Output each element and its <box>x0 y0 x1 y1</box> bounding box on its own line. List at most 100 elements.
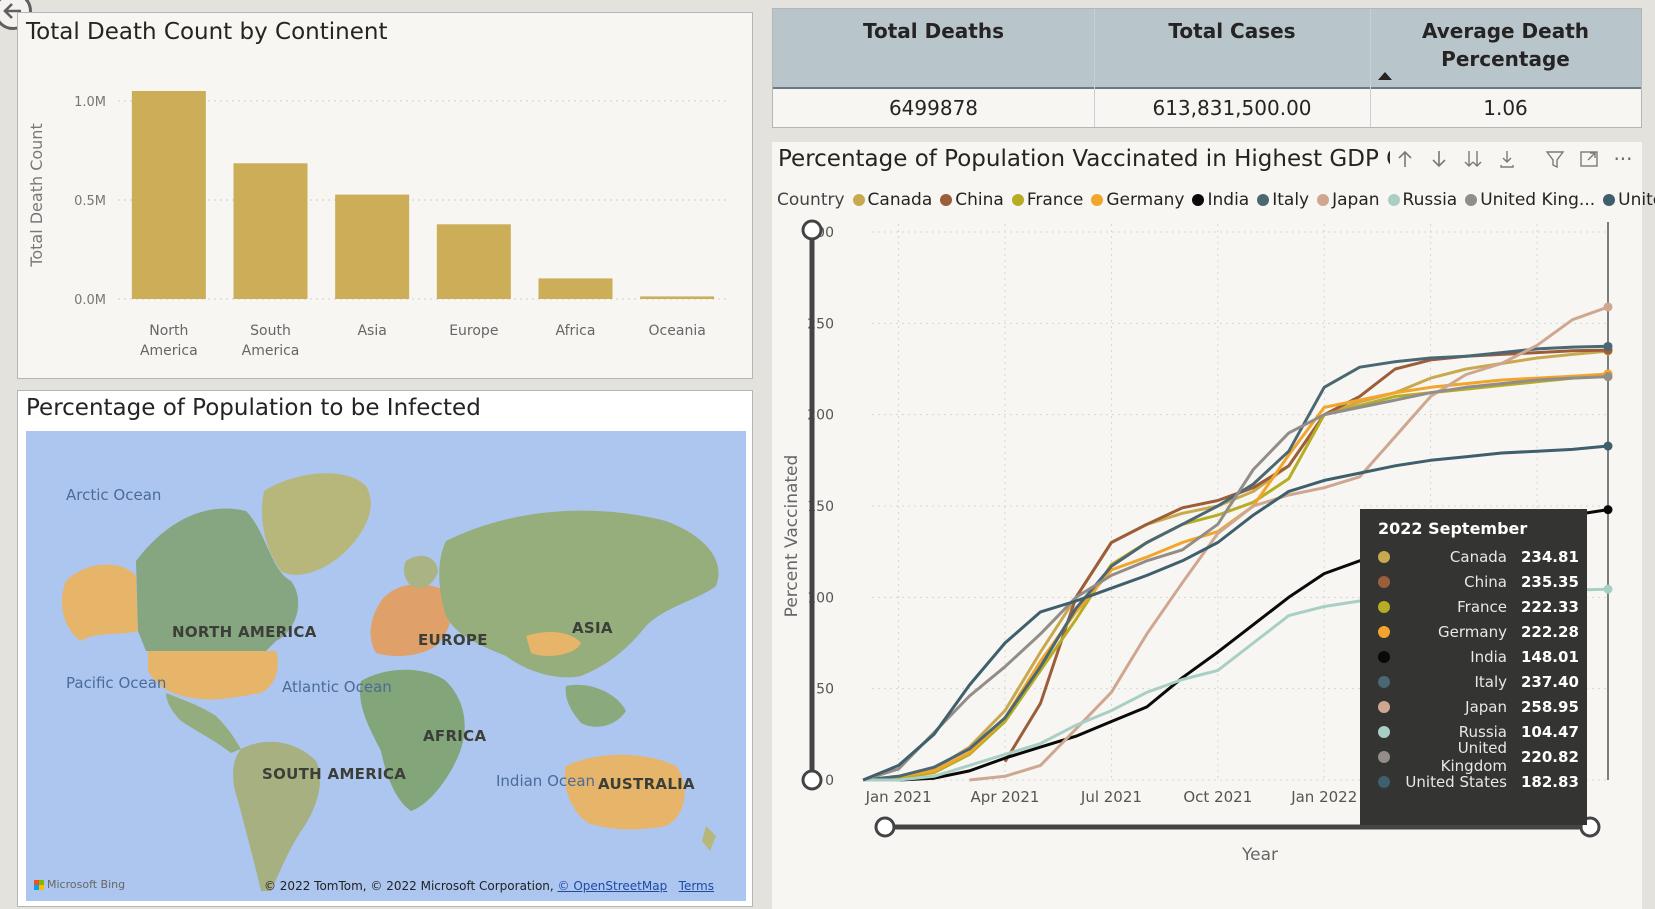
legend-item-russia[interactable]: Russia <box>1387 190 1457 210</box>
legend-item-japan[interactable]: Japan <box>1317 190 1380 210</box>
legend-dot-icon <box>1465 194 1478 206</box>
line-y-tick-label: 0 <box>825 773 834 789</box>
tooltip-series-value: 234.81 <box>1521 547 1579 566</box>
africa-label: AFRICA <box>423 727 487 745</box>
series-point-russia[interactable] <box>1603 584 1613 594</box>
series-line-japan[interactable] <box>969 305 1609 782</box>
expand-all-icon[interactable] <box>1458 146 1488 172</box>
header-total-cases[interactable]: Total Cases <box>1094 9 1370 89</box>
arctic-ocean-label: Arctic Ocean <box>66 486 162 504</box>
data-tooltip: 2022 September Canada 234.81 China 235.35 Fr… <box>1360 509 1587 825</box>
series-line-united-kingdom[interactable] <box>862 375 1609 782</box>
tooltip-series-value: 104.47 <box>1521 722 1579 741</box>
bar-y-tick-label: 0.0M <box>74 293 106 308</box>
tooltip-dot-icon <box>1378 700 1390 713</box>
tooltip-series-value: 237.40 <box>1521 672 1579 691</box>
legend-item-italy[interactable]: Italy <box>1257 190 1309 210</box>
drill-down-icon[interactable] <box>1424 146 1454 172</box>
legend-dot-icon <box>1091 194 1104 206</box>
tooltip-series-name: Germany <box>1438 622 1507 641</box>
death-count-card[interactable]: Total Death Count by Continent 0.0M 0.5M 1… <box>17 12 753 379</box>
y-range-slider-top-handle[interactable] <box>801 219 823 241</box>
tooltip-series-name: United Kingdom <box>1440 738 1507 775</box>
map-attribution: © 2022 TomTom, © 2022 Microsoft Corporat… <box>264 879 714 893</box>
header-total-deaths[interactable]: Total Deaths <box>773 9 1094 89</box>
scandinavia-shape <box>403 555 438 588</box>
terms-link[interactable]: Terms <box>678 879 714 893</box>
tooltip-series-value: 148.01 <box>1521 647 1579 666</box>
drill-up-icon[interactable] <box>1390 146 1420 172</box>
atlantic-ocean-label: Atlantic Ocean <box>282 678 392 696</box>
series-point-united-states[interactable] <box>1603 441 1613 451</box>
visual-header-toolbar: ··· <box>1390 146 1638 172</box>
tooltip-series-name: Italy <box>1474 672 1507 691</box>
more-options-icon[interactable]: ··· <box>1613 147 1633 171</box>
legend-item-canada[interactable]: Canada <box>852 190 932 210</box>
tooltip-dot-icon <box>1378 650 1390 663</box>
series-point-india[interactable] <box>1603 505 1613 515</box>
bing-label: Microsoft Bing <box>47 878 126 891</box>
bar-africa[interactable] <box>538 278 613 299</box>
infection-map-card[interactable]: Percentage of Population to be Infected <box>17 390 753 907</box>
legend-item-france[interactable]: France <box>1011 190 1083 210</box>
series-point-italy[interactable] <box>1603 341 1613 351</box>
bar-asia[interactable] <box>335 194 410 299</box>
legend-label: Germany <box>1106 190 1185 210</box>
legend-item-united-king[interactable]: United King... <box>1465 190 1595 210</box>
bar-oceania[interactable] <box>640 296 715 299</box>
arrow-left-icon <box>3 3 21 19</box>
summary-table[interactable]: Total Deaths Total Cases Average Death P… <box>772 8 1642 128</box>
tooltip-series-name: Canada <box>1449 547 1507 566</box>
bar-south-america[interactable] <box>233 163 308 299</box>
legend-dot-icon <box>1011 194 1024 206</box>
mongolia-shape <box>526 631 581 656</box>
south-america-label: SOUTH AMERICA <box>262 765 407 783</box>
legend-label: United States <box>1618 190 1655 210</box>
series-line-france[interactable] <box>863 372 1609 782</box>
legend-dot-icon <box>852 194 865 206</box>
tooltip-row-united-kingdom: United Kingdom 220.82 <box>1378 739 1579 775</box>
indian-ocean-label: Indian Ocean <box>496 772 596 790</box>
greenland-shape <box>261 473 371 575</box>
series-point-japan[interactable] <box>1603 302 1613 312</box>
legend-item-united-states[interactable]: United States <box>1603 190 1655 210</box>
canada-shape <box>136 508 299 651</box>
world-map-shapes <box>61 473 719 891</box>
openstreetmap-link[interactable]: © OpenStreetMap <box>557 879 668 893</box>
tooltip-series-value: 220.82 <box>1521 747 1579 766</box>
europe-label: EUROPE <box>418 631 488 649</box>
focus-mode-icon[interactable] <box>1574 146 1604 172</box>
cell-average-death-percentage: 1.06 <box>1483 96 1528 120</box>
series-point-united-kingdom[interactable] <box>1603 372 1613 382</box>
filter-icon[interactable] <box>1540 146 1570 172</box>
bar-x-tick-label: America <box>242 343 300 359</box>
legend-dot-icon <box>1603 194 1616 206</box>
header-total-cases-label: Total Cases <box>1168 19 1296 43</box>
bar-europe[interactable] <box>436 224 511 299</box>
bar-north-america[interactable] <box>131 91 206 299</box>
central-america-shape <box>166 693 241 753</box>
tooltip-row-china: China 235.35 <box>1378 569 1579 594</box>
y-range-slider-bottom-handle[interactable] <box>801 769 823 791</box>
x-range-slider-start-handle[interactable] <box>874 816 896 838</box>
legend-item-germany[interactable]: Germany <box>1091 190 1184 210</box>
series-line-united-states[interactable] <box>862 444 1609 782</box>
legend-item-india[interactable]: India <box>1192 190 1249 210</box>
bar-chart-title: Total Death Count by Continent <box>26 19 388 45</box>
world-map[interactable]: Arctic Ocean Pacific Ocean Atlantic Ocea… <box>26 431 746 901</box>
asia-shape <box>439 510 719 678</box>
asia-label: ASIA <box>572 619 613 637</box>
tooltip-series-name: France <box>1457 597 1507 616</box>
header-average-death-percentage[interactable]: Average Death Percentage <box>1370 9 1641 89</box>
bar-x-tick-label: South <box>250 323 291 339</box>
pacific-ocean-label: Pacific Ocean <box>66 674 167 692</box>
tooltip-series-name: India <box>1470 647 1507 666</box>
legend-item-china[interactable]: China <box>940 190 1004 210</box>
series-line-china[interactable] <box>1003 348 1609 763</box>
australia-label: AUSTRALIA <box>598 775 695 793</box>
tooltip-dot-icon <box>1378 775 1390 788</box>
legend-label: United King... <box>1480 190 1596 210</box>
expand-hierarchy-icon[interactable] <box>1492 146 1522 172</box>
bar-x-tick-label: North <box>149 323 188 339</box>
bar-x-tick-label: America <box>140 343 198 359</box>
